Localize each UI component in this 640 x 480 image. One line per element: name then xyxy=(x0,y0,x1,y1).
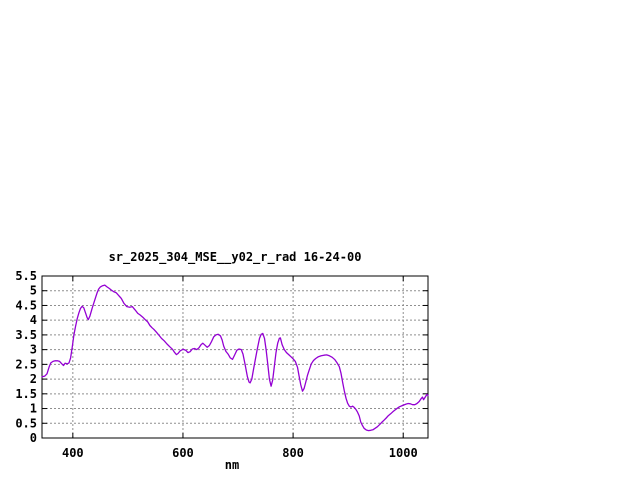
y-tick-label: 0.5 xyxy=(15,416,37,430)
y-tick-label: 3.5 xyxy=(15,328,37,342)
y-tick-label: 3 xyxy=(30,343,37,357)
x-tick-label: 600 xyxy=(172,446,194,460)
y-tick-label: 2 xyxy=(30,372,37,386)
x-tick-label: 1000 xyxy=(389,446,418,460)
y-tick-label: 4.5 xyxy=(15,298,37,312)
y-tick-label: 2.5 xyxy=(15,357,37,371)
x-tick-label: 800 xyxy=(282,446,304,460)
x-axis-label: nm xyxy=(225,458,239,472)
data-curve xyxy=(41,284,429,432)
x-tick-label: 400 xyxy=(62,446,84,460)
y-tick-label: 1.5 xyxy=(15,387,37,401)
plot-border xyxy=(41,275,429,439)
chart-title: sr_2025_304_MSE__y02_r_rad 16-24-00 xyxy=(109,250,362,265)
y-tick-label: 5.5 xyxy=(15,269,37,283)
y-tick-label: 0 xyxy=(30,431,37,445)
y-tick-label: 5 xyxy=(30,284,37,298)
y-tick-label: 1 xyxy=(30,402,37,416)
y-tick-label: 4 xyxy=(30,313,37,327)
